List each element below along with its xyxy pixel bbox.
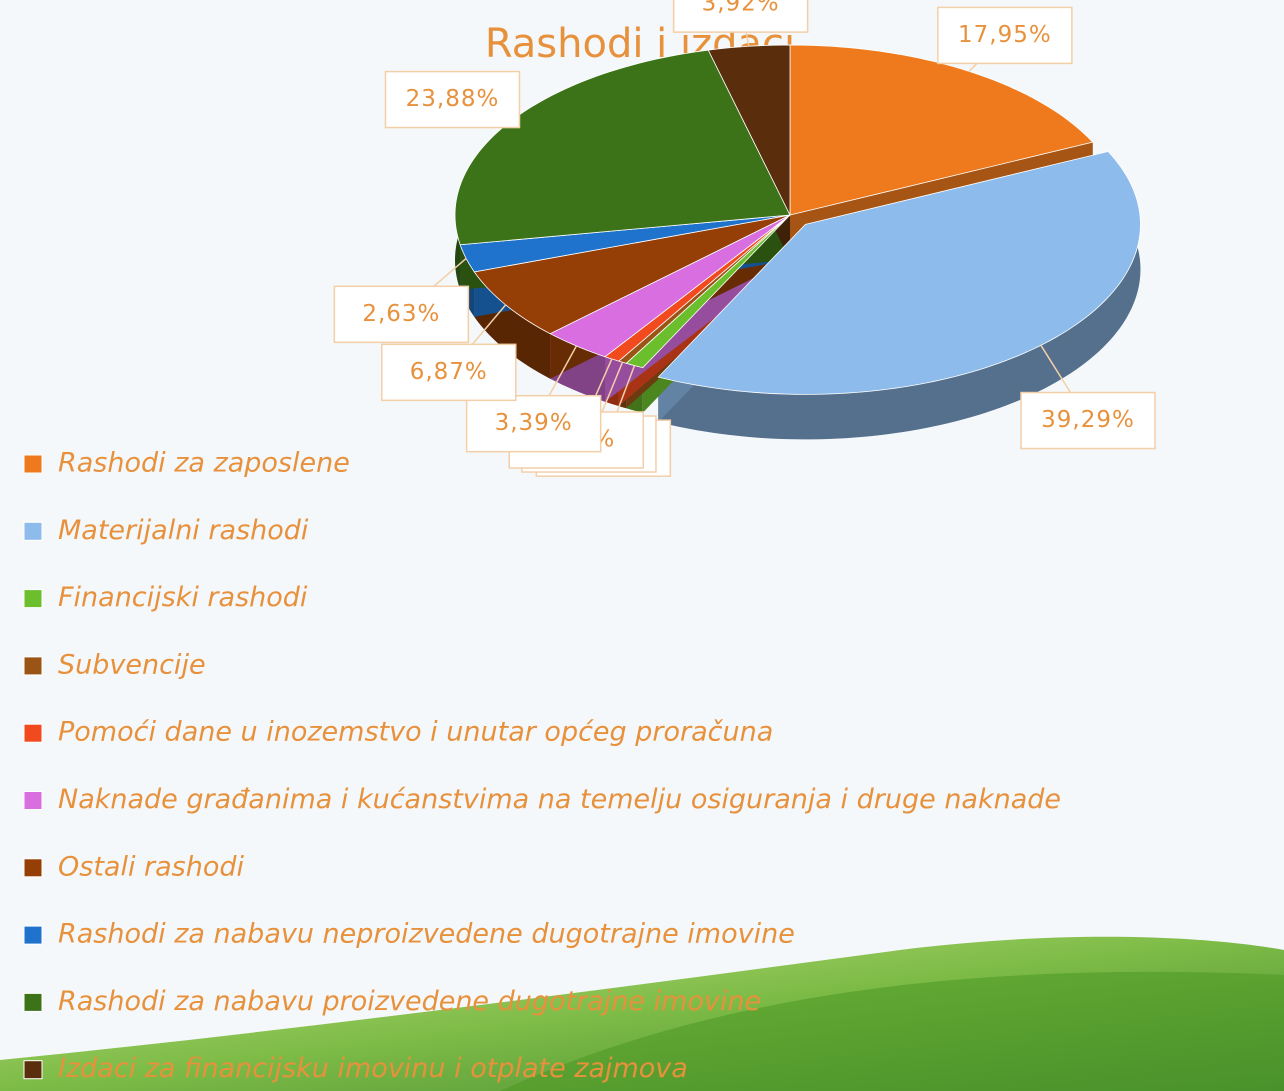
- data-label-text: 17,95%: [958, 22, 1052, 48]
- legend-label: Rashodi za nabavu neproizvedene dugotraj…: [58, 919, 795, 950]
- page: Rashodi i izdaci 17,95%39,29%0,89%0,41%0…: [0, 0, 1284, 1091]
- legend-label: Ostali rashodi: [58, 851, 245, 882]
- legend-label: Financijski rashodi: [58, 582, 308, 613]
- data-label-text: 3,92%: [702, 0, 780, 17]
- legend-swatch: [24, 1061, 42, 1079]
- legend-swatch: [24, 926, 42, 944]
- legend-swatch: [24, 657, 42, 675]
- legend-label: Izdaci za financijsku imovinu i otplate …: [58, 1053, 688, 1084]
- legend-swatch: [24, 993, 42, 1011]
- data-label: 23,88%: [385, 72, 519, 128]
- data-label: 17,95%: [938, 7, 1072, 71]
- data-label-text: 6,87%: [410, 359, 488, 385]
- data-label: 2,63%: [334, 258, 468, 342]
- legend-label: Pomoći dane u inozemstvo i unutar općeg …: [58, 717, 773, 748]
- legend-swatch: [24, 590, 42, 608]
- data-label-text: 23,88%: [406, 86, 500, 112]
- legend-label: Materijalni rashodi: [58, 515, 309, 546]
- legend-label: Naknade građanima i kućanstvima na temel…: [58, 784, 1061, 815]
- legend-swatch: [24, 859, 42, 877]
- legend-label: Subvencije: [58, 649, 206, 680]
- data-label-text: 39,29%: [1041, 407, 1135, 433]
- data-label-text: 2,63%: [362, 301, 440, 327]
- legend-swatch: [24, 792, 42, 810]
- legend-swatch: [24, 522, 42, 540]
- legend-swatch: [24, 455, 42, 473]
- chart: Rashodi i izdaci 17,95%39,29%0,89%0,41%0…: [0, 0, 1284, 1091]
- legend-label: Rashodi za nabavu proizvedene dugotrajne…: [58, 986, 761, 1017]
- legend-label: Rashodi za zaposlene: [58, 448, 350, 479]
- data-label-text: 3,39%: [495, 410, 573, 436]
- legend-swatch: [24, 724, 42, 742]
